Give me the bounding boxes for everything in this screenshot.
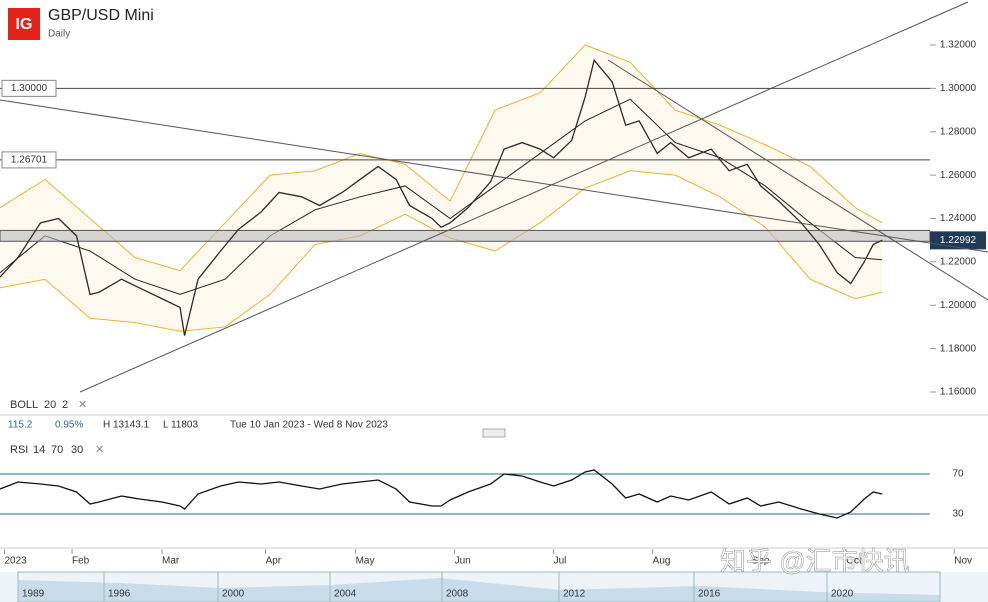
y-tick-label: 70 [952,469,964,480]
y-tick-label: 1.26000 [940,170,977,181]
info-range: Tue 10 Jan 2023 - Wed 8 Nov 2023 [230,420,388,431]
info-change: 0.95% [55,420,83,431]
y-tick-label: 1.22000 [940,257,977,268]
trend-line [79,1,969,393]
rsi-label: RSI [10,444,28,456]
navigator-label: 2020 [831,589,854,600]
info-value: 115.2 [8,420,33,431]
navigator-label: 1989 [22,589,45,600]
price-tag-label: 1.22992 [940,235,977,246]
y-tick-label: 1.16000 [940,387,977,398]
y-tick-label: 1.28000 [940,126,977,137]
y-tick-label: 1.18000 [940,343,977,354]
zone [0,229,930,242]
price-line [0,58,883,336]
navigator-label: 2004 [334,589,357,600]
price-line [0,469,883,519]
rsi-param: 70 [51,444,63,456]
chart-title: GBP/USD Mini [48,7,154,24]
band-upper [0,44,883,272]
x-tick-label: Apr [266,556,282,567]
trend-line [0,99,988,253]
navigator-label: 2012 [563,589,586,600]
x-tick-label: Mar [162,556,180,567]
navigator-label: 2016 [698,589,721,600]
level-tag [1,79,57,97]
navigator-label: 2000 [222,589,245,600]
x-tick-label: May [356,556,375,567]
level-tag [1,151,57,169]
indicator-param: 2 [62,399,68,411]
watermark: 知乎 @汇市快讯 [720,546,910,576]
band-fill [0,44,883,332]
x-tick-label: Oct [846,556,862,567]
indicator-label: BOLL [10,399,38,411]
band-middle [0,98,883,295]
x-tick-label: Feb [72,556,90,567]
close-icon[interactable]: ✕ [78,399,87,411]
navigator-label: 1996 [108,589,131,600]
x-tick-label: Aug [653,556,671,567]
rsi-param: 14 [33,444,45,456]
chart-subtitle: Daily [48,29,70,40]
level-label: 1.26701 [11,155,48,166]
y-tick-label: 1.20000 [940,300,977,311]
resize-handle[interactable] [482,428,506,438]
close-icon[interactable]: ✕ [95,444,104,456]
x-tick-label: Jun [455,556,471,567]
x-tick-label: Nov [954,556,972,567]
plot [0,469,930,519]
plot [0,44,930,336]
logo-text: IG [16,16,33,33]
y-tick-label: 1.30000 [940,83,977,94]
navigator-label: 2008 [446,589,469,600]
info-high: H 13143.1 [103,420,150,431]
x-tick-label: Sep [752,556,770,567]
x-tick-label: Jul [554,556,567,567]
y-tick-label: 1.24000 [940,213,977,224]
rsi-param: 30 [71,444,83,456]
y-tick-label: 30 [952,509,964,520]
trend-lines [0,1,988,393]
trend-line [607,59,988,301]
indicator-param: 20 [44,399,56,411]
y-tick-label: 1.32000 [940,40,977,51]
x-tick-label: 2023 [5,556,28,567]
logo [8,8,40,40]
navigator-area [18,578,940,602]
info-low: L 11803 [163,420,198,431]
level-label: 1.30000 [11,83,48,94]
